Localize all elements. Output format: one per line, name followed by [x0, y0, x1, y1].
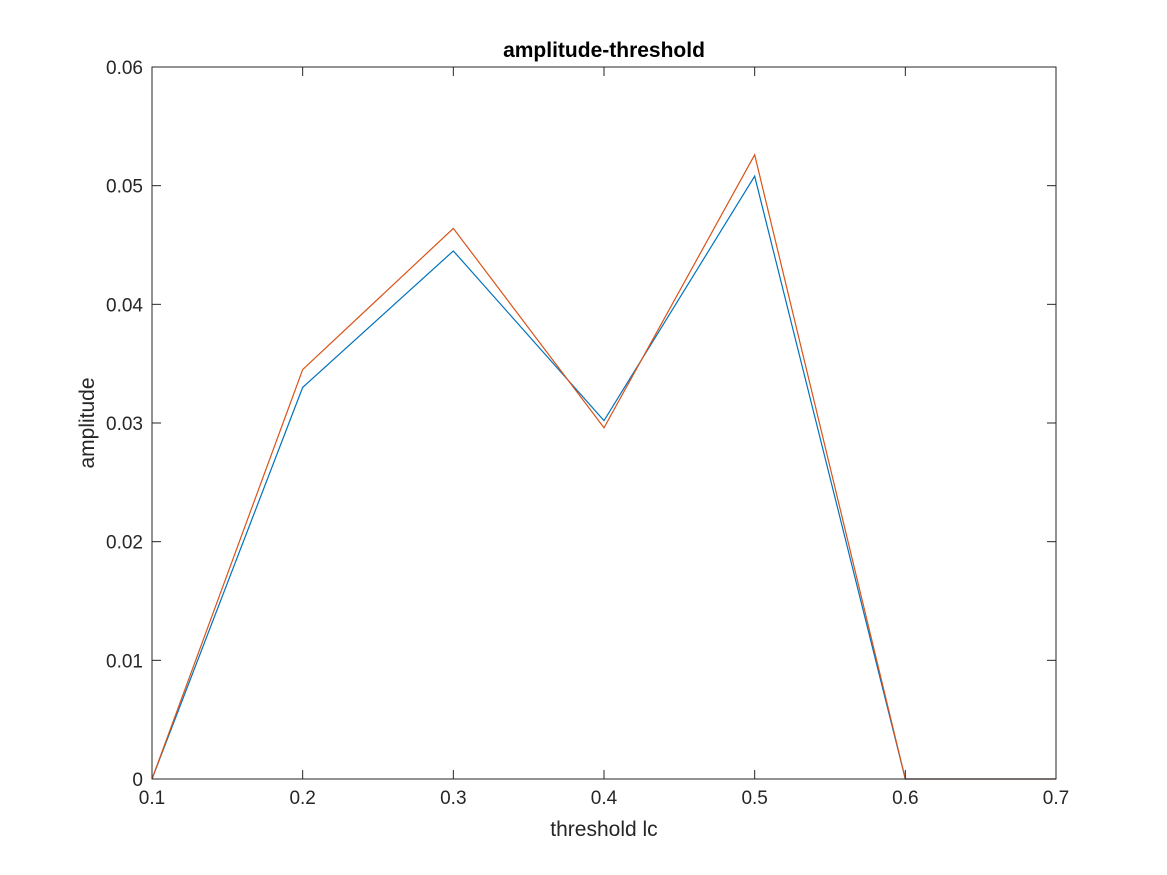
axes-layer: 0.1 0.2 0.3 0.4 0.5 0.6 0.7 0 0.01 0.02 0.03 0.04 0.…: [106, 58, 1069, 809]
x-tick-label: 0.6: [892, 788, 918, 809]
y-tick-label: 0: [132, 770, 143, 791]
x-axis-label: threshold lc: [550, 818, 657, 841]
y-tick-label: 0.02: [106, 533, 143, 554]
y-axis-label: amplitude: [76, 377, 99, 468]
y-tick-label: 0.05: [106, 177, 143, 198]
chart-title: amplitude-threshold: [503, 39, 705, 62]
x-tick-label: 0.7: [1043, 788, 1069, 809]
y-tick-label: 0.06: [106, 58, 143, 79]
y-tick-label: 0.01: [106, 651, 143, 672]
x-tick-label: 0.3: [440, 788, 466, 809]
plot-background: [152, 67, 1056, 779]
y-tick-label: 0.04: [106, 295, 143, 316]
x-tick-label: 0.5: [741, 788, 767, 809]
x-tick-label: 0.2: [289, 788, 315, 809]
y-tick-label: 0.03: [106, 414, 143, 435]
x-tick-label: 0.4: [591, 788, 618, 809]
plot-area: [152, 67, 1056, 779]
x-tick-label: 0.1: [139, 788, 165, 809]
